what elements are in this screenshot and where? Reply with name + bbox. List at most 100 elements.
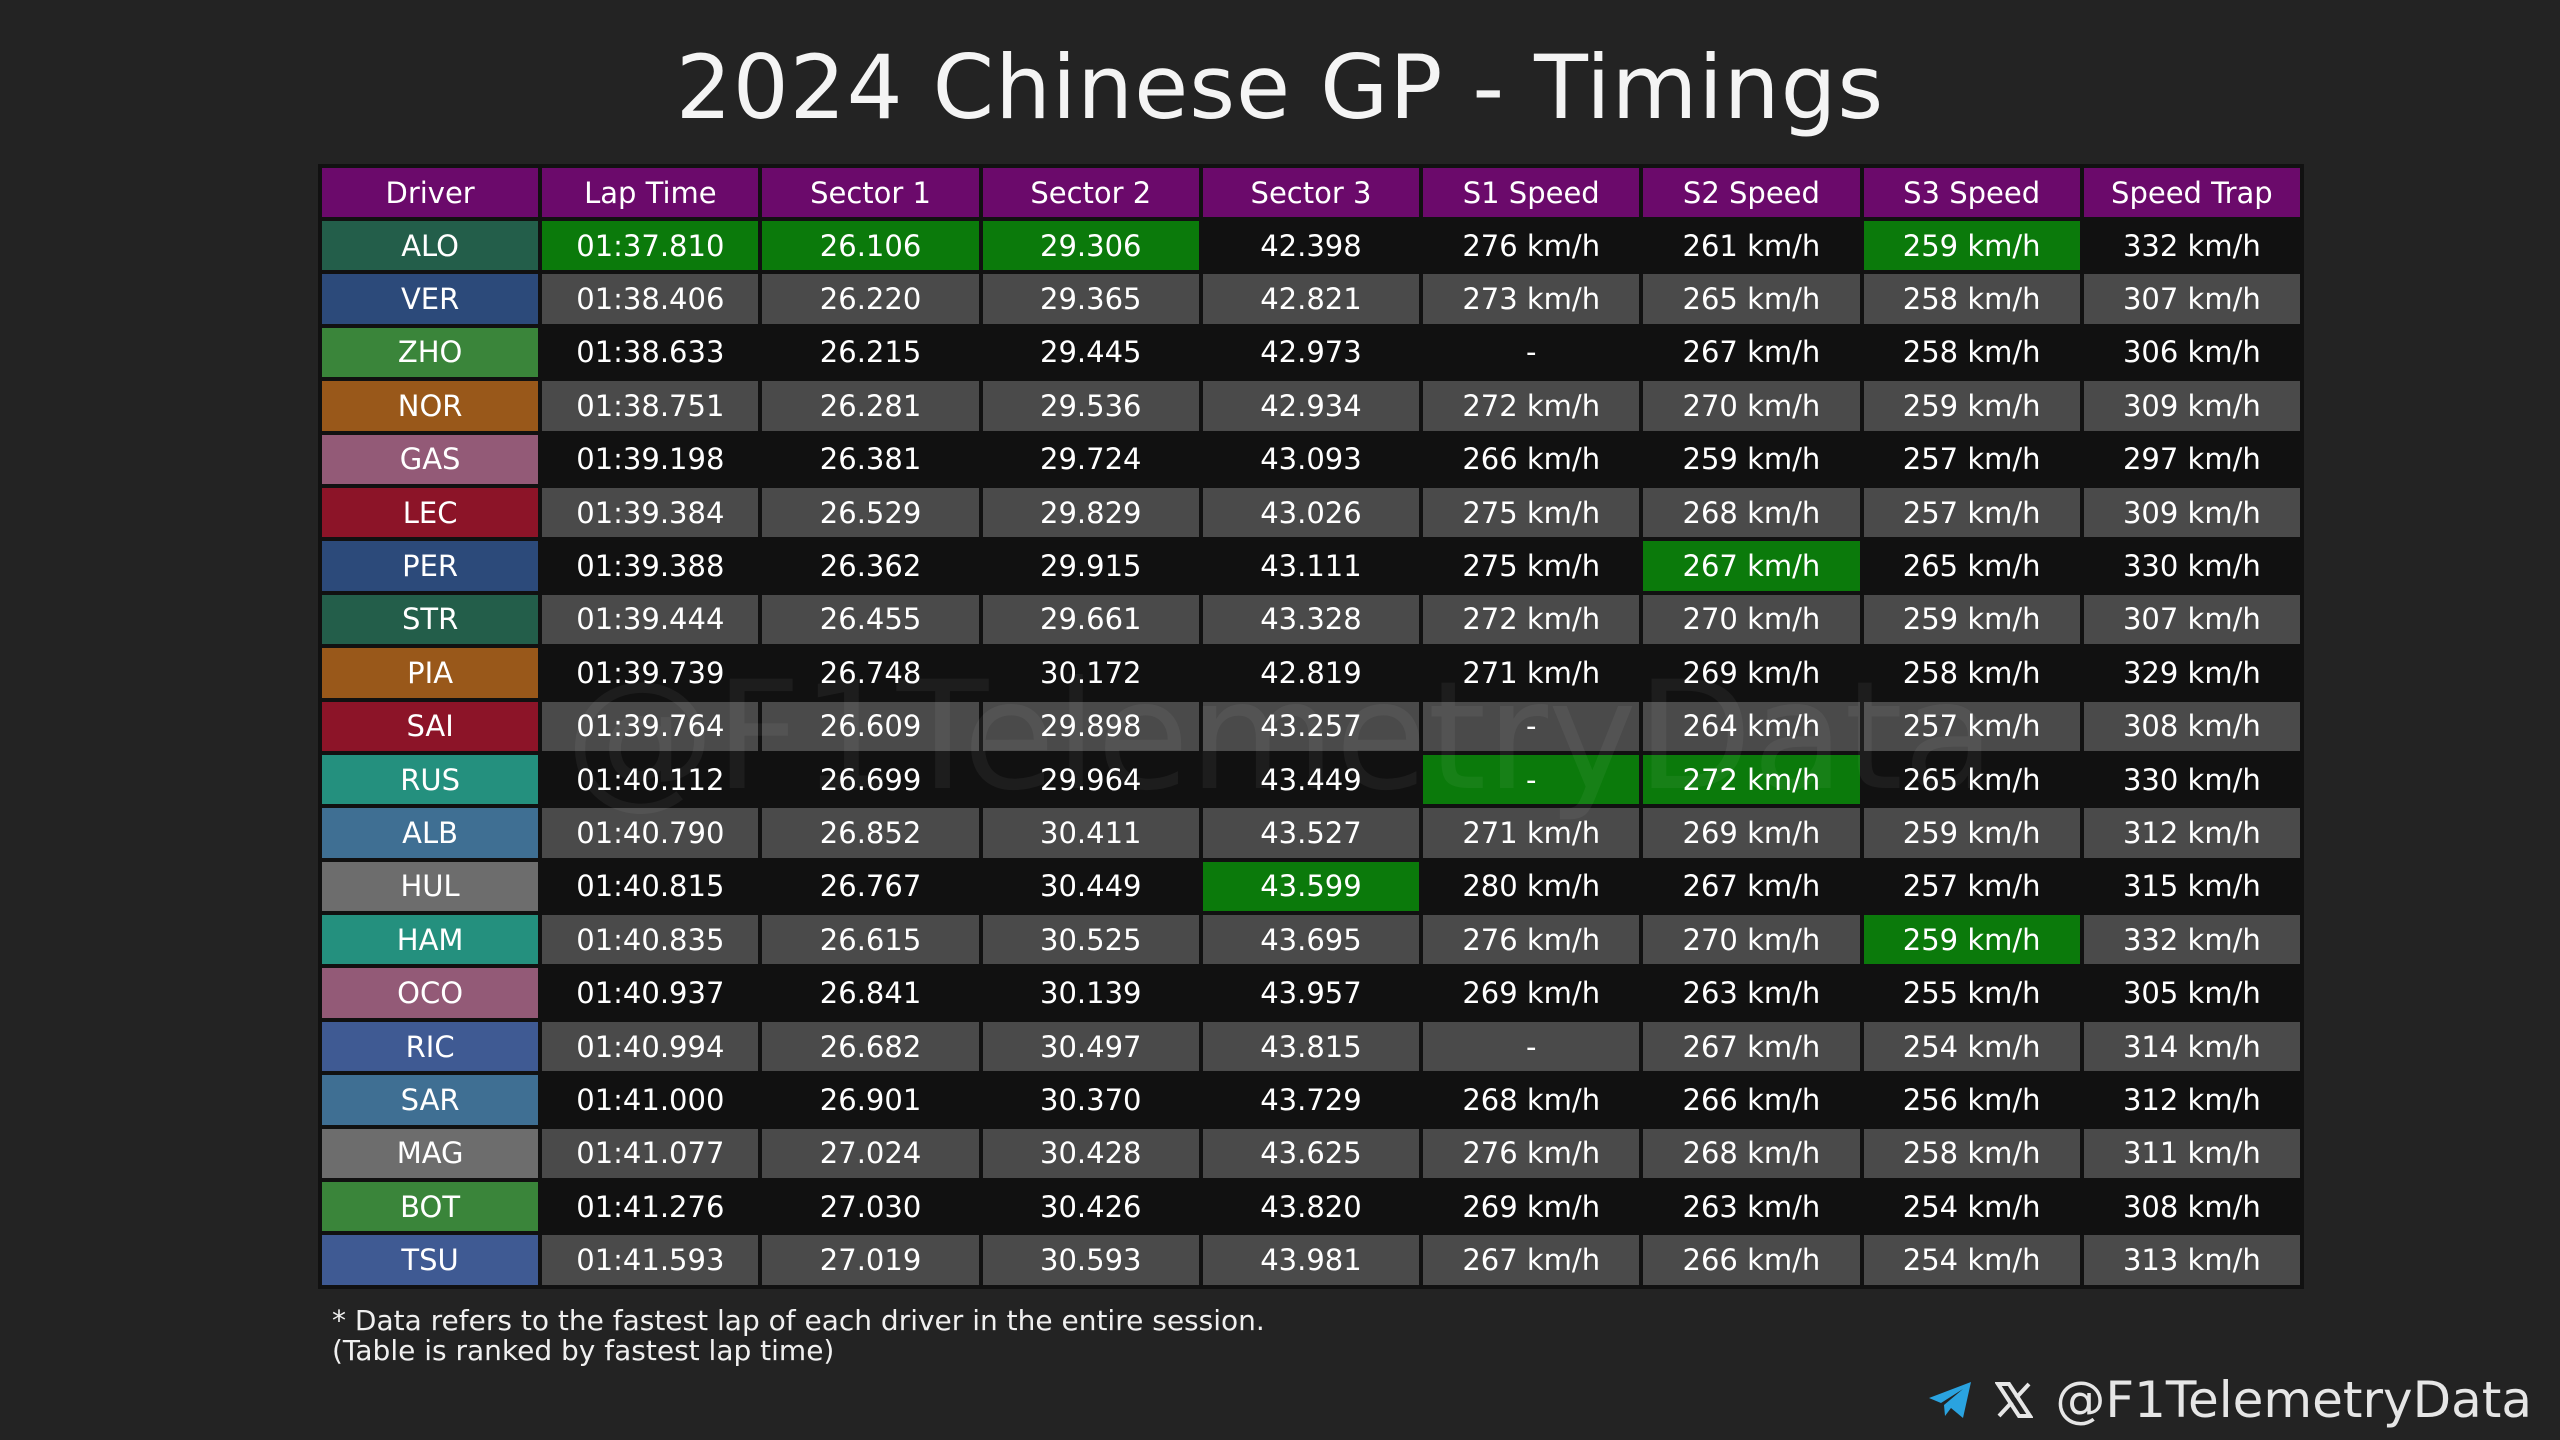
data-cell: 315 km/h [2083, 861, 2300, 912]
data-cell: 30.411 [982, 808, 1199, 858]
driver-cell: ALB [322, 808, 539, 858]
data-cell: 27.030 [762, 1182, 979, 1232]
data-cell: 42.819 [1202, 648, 1420, 698]
data-cell: 01:39.198 [542, 434, 759, 484]
data-cell: 263 km/h [1643, 1182, 1860, 1232]
table-row: ALB 01:40.790 26.852 30.411 43.527 271 km/h 26… [322, 808, 2300, 858]
data-cell: 271 km/h [1423, 648, 1640, 698]
data-cell: 267 km/h [1643, 861, 1860, 912]
driver-cell: RIC [322, 1021, 539, 1072]
data-cell: 268 km/h [1423, 1075, 1640, 1125]
data-cell: 43.257 [1202, 701, 1420, 751]
data-cell: 01:40.994 [542, 1021, 759, 1072]
credit: @F1TelemetryData [1927, 1371, 2532, 1429]
table-row: HUL 01:40.815 26.767 30.449 43.599 280 km/h 26… [322, 861, 2300, 912]
table-row: ALO 01:37.810 26.106 29.306 42.398 276 km/h 26… [322, 221, 2300, 271]
data-cell: 26.615 [762, 915, 979, 965]
data-cell: 265 km/h [1863, 541, 2080, 591]
data-cell: 01:39.739 [542, 648, 759, 698]
driver-cell: LEC [322, 487, 539, 538]
data-cell: 01:39.444 [542, 594, 759, 645]
footnote-line-1: * Data refers to the fastest lap of each… [332, 1304, 1265, 1337]
data-cell: 258 km/h [1863, 327, 2080, 378]
driver-cell: VER [322, 274, 539, 324]
data-cell: 332 km/h [2083, 915, 2300, 965]
driver-cell: PER [322, 541, 539, 591]
driver-cell: SAR [322, 1075, 539, 1125]
data-cell: 01:41.276 [542, 1182, 759, 1232]
x-icon [1995, 1381, 2034, 1419]
data-cell: 266 km/h [1423, 434, 1640, 484]
data-cell: 29.964 [982, 754, 1199, 805]
footnote-line-2: (Table is ranked by fastest lap time) [332, 1334, 835, 1367]
data-cell: 276 km/h [1423, 1128, 1640, 1179]
data-cell: 259 km/h [1863, 381, 2080, 431]
data-cell: 311 km/h [2083, 1128, 2300, 1179]
data-cell: 30.497 [982, 1021, 1199, 1072]
data-cell: 254 km/h [1863, 1235, 2080, 1285]
data-cell: 26.455 [762, 594, 979, 645]
data-cell: 258 km/h [1863, 274, 2080, 324]
table-row: TSU 01:41.593 27.019 30.593 43.981 267 km/h 26… [322, 1235, 2300, 1285]
data-cell: 26.381 [762, 434, 979, 484]
driver-cell: STR [322, 594, 539, 645]
data-cell: 01:38.751 [542, 381, 759, 431]
data-cell: 01:40.790 [542, 808, 759, 858]
data-cell: 43.449 [1202, 754, 1420, 805]
data-cell: 267 km/h [1423, 1235, 1640, 1285]
driver-cell: BOT [322, 1182, 539, 1232]
data-cell: 307 km/h [2083, 274, 2300, 324]
data-cell: 26.699 [762, 754, 979, 805]
data-cell: 255 km/h [1863, 968, 2080, 1018]
data-cell: 01:37.810 [542, 221, 759, 271]
data-cell: 01:41.593 [542, 1235, 759, 1285]
table-row: SAI 01:39.764 26.609 29.898 43.257-264 km/h 2… [322, 701, 2300, 751]
column-header: S2 Speed [1643, 168, 1860, 217]
data-cell: 312 km/h [2083, 1075, 2300, 1125]
data-cell: 01:40.112 [542, 754, 759, 805]
column-header: Sector 3 [1202, 168, 1420, 217]
timings-table: Driver Lap Time Sector 1 Sector 2 Sector 3 S1… [318, 164, 2304, 1289]
table-row: VER 01:38.406 26.220 29.365 42.821 273 km/h 26… [322, 274, 2300, 324]
data-cell: 266 km/h [1643, 1075, 1860, 1125]
table-row: PIA 01:39.739 26.748 30.172 42.819 271 km/h 26… [322, 648, 2300, 698]
data-cell: 270 km/h [1643, 381, 1860, 431]
data-cell: 313 km/h [2083, 1235, 2300, 1285]
data-cell: 29.536 [982, 381, 1199, 431]
table-row: PER 01:39.388 26.362 29.915 43.111 275 km/h 26… [322, 541, 2300, 591]
data-cell: 43.729 [1202, 1075, 1420, 1125]
data-cell: 43.599 [1202, 861, 1420, 912]
data-cell: 42.821 [1202, 274, 1420, 324]
data-cell: 01:38.406 [542, 274, 759, 324]
data-cell: - [1423, 701, 1640, 751]
data-cell: 01:38.633 [542, 327, 759, 378]
telegram-icon [1927, 1380, 1973, 1420]
data-cell: 258 km/h [1863, 1128, 2080, 1179]
data-cell: 29.306 [982, 221, 1199, 271]
data-cell: 269 km/h [1643, 648, 1860, 698]
data-cell: 263 km/h [1643, 968, 1860, 1018]
data-cell: 273 km/h [1423, 274, 1640, 324]
data-cell: 26.748 [762, 648, 979, 698]
data-cell: 275 km/h [1423, 487, 1640, 538]
data-cell: 332 km/h [2083, 221, 2300, 271]
data-cell: 275 km/h [1423, 541, 1640, 591]
data-cell: 01:40.937 [542, 968, 759, 1018]
data-cell: 30.370 [982, 1075, 1199, 1125]
data-cell: 268 km/h [1643, 487, 1860, 538]
data-cell: 330 km/h [2083, 754, 2300, 805]
data-cell: 257 km/h [1863, 701, 2080, 751]
table-row: SAR 01:41.000 26.901 30.370 43.729 268 km/h 26… [322, 1075, 2300, 1125]
data-cell: 29.915 [982, 541, 1199, 591]
credit-handle: @F1TelemetryData [2055, 1371, 2532, 1429]
column-header: Driver [322, 168, 539, 217]
column-header: S1 Speed [1423, 168, 1640, 217]
column-header: Sector 1 [762, 168, 979, 217]
table-row: RIC 01:40.994 26.682 30.497 43.815-267 km/h 2… [322, 1021, 2300, 1072]
data-cell: 29.445 [982, 327, 1199, 378]
data-cell: 29.724 [982, 434, 1199, 484]
table-row: ZHO 01:38.633 26.215 29.445 42.973-267 km/h 2… [322, 327, 2300, 378]
data-cell: 43.695 [1202, 915, 1420, 965]
data-cell: 257 km/h [1863, 434, 2080, 484]
